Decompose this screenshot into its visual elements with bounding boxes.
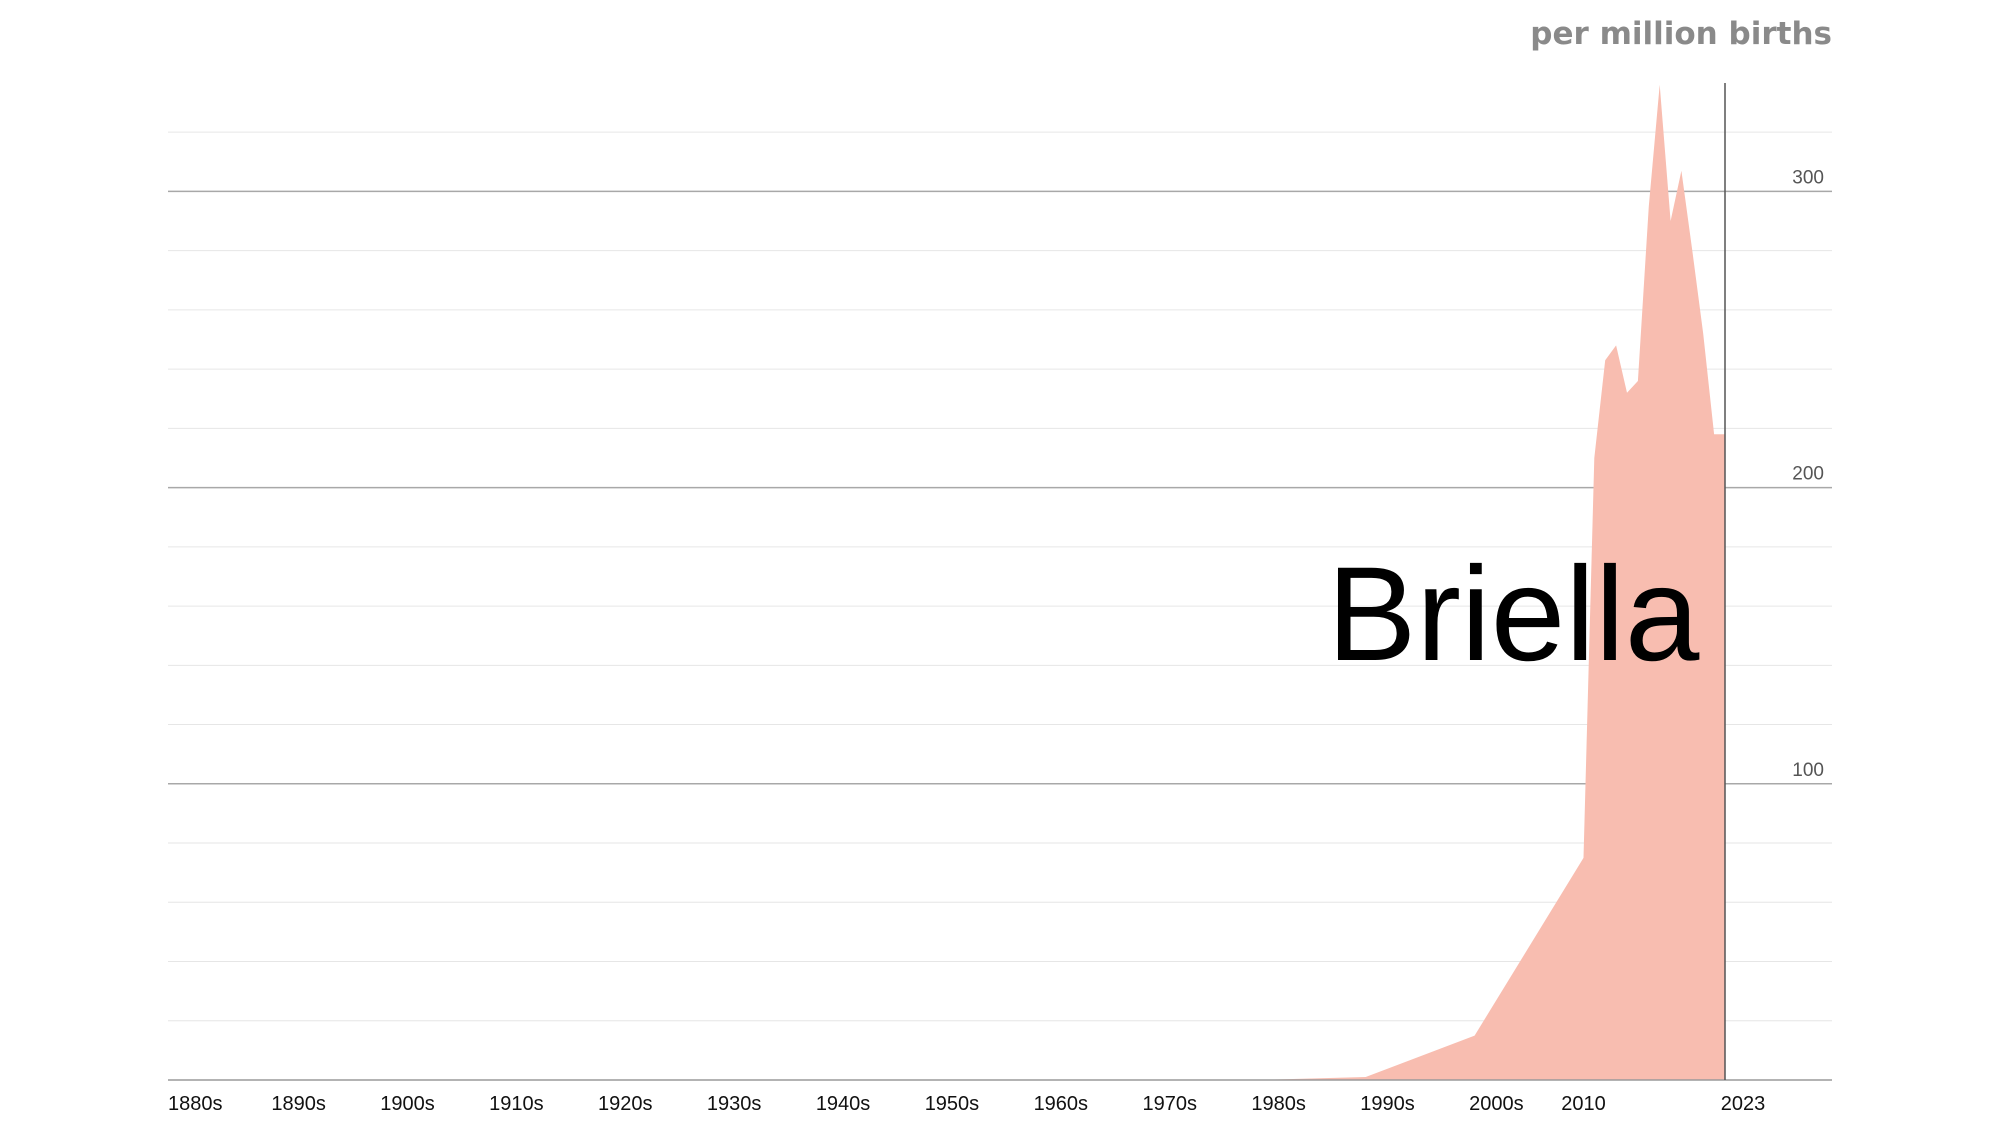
- x-tick-label: 1920s: [598, 1093, 653, 1115]
- x-tick-label: 1890s: [271, 1093, 326, 1115]
- x-tick-label: 1950s: [925, 1093, 980, 1115]
- x-tick-label: 1940s: [816, 1093, 871, 1115]
- unit-label: per million births: [1530, 16, 1832, 52]
- x-axis-ticks: 1880s 1890s 1900s 1910s 1920s 1930s 1940s 1950s…: [168, 1093, 1765, 1115]
- x-tick-label: 1990s: [1360, 1093, 1415, 1115]
- x-tick-label: 1970s: [1142, 1093, 1197, 1115]
- x-tick-label: 2023: [1721, 1093, 1766, 1115]
- x-tick-label: 1980s: [1251, 1093, 1306, 1115]
- x-tick-label: 1960s: [1034, 1093, 1089, 1115]
- x-tick-label: 1910s: [489, 1093, 544, 1115]
- y-axis-ticks: 100 200 300: [1792, 167, 1824, 780]
- major-gridlines: [168, 190, 1832, 785]
- x-tick-label: 1930s: [707, 1093, 762, 1115]
- x-tick-label: 2000s: [1469, 1093, 1524, 1115]
- y-tick-label: 100: [1792, 760, 1824, 781]
- x-tick-label: 2010: [1561, 1093, 1606, 1115]
- area-series: [168, 84, 1725, 1081]
- minor-gridlines: [168, 131, 1832, 1022]
- x-tick-label: 1880s: [168, 1093, 223, 1115]
- y-tick-label: 300: [1792, 167, 1824, 188]
- y-tick-label: 200: [1792, 464, 1824, 485]
- x-tick-label: 1900s: [380, 1093, 435, 1115]
- name-label: Briella: [1327, 540, 1700, 689]
